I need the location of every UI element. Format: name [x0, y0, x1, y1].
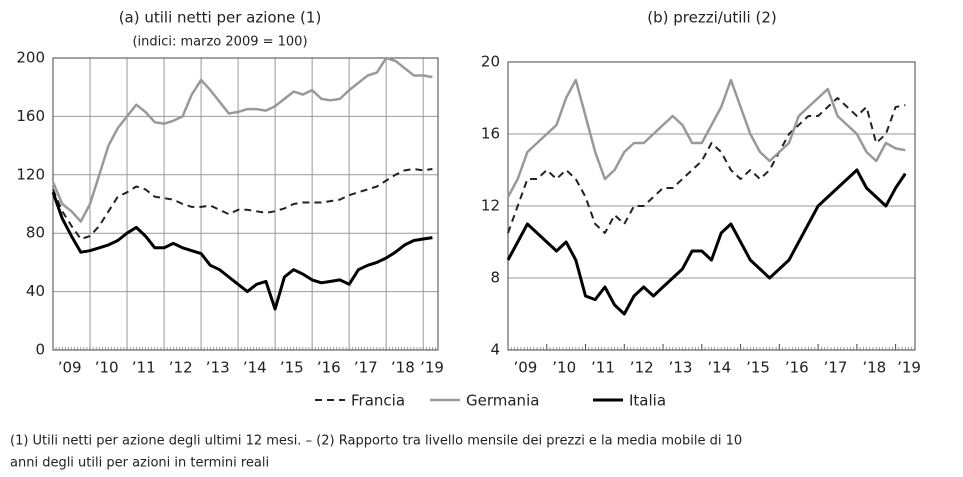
x-tick-label: ’10 — [552, 359, 576, 377]
footnote: anni degli utili per azioni in termini r… — [10, 456, 269, 471]
legend-label: Francia — [351, 392, 405, 410]
y-tick-label: 12 — [481, 197, 500, 215]
y-tick-label: 40 — [26, 282, 45, 300]
x-tick-label: ’13 — [669, 359, 693, 377]
x-tick-label: ’15 — [746, 359, 770, 377]
series-line — [51, 56, 433, 223]
x-tick-label: ’19 — [897, 359, 921, 377]
y-tick-label: 4 — [490, 341, 500, 359]
series-line — [52, 168, 433, 240]
x-tick-label: ’14 — [707, 359, 731, 377]
y-tick-label: 16 — [481, 125, 500, 143]
series-line — [507, 97, 906, 234]
x-tick-label: ’09 — [514, 359, 538, 377]
chart-title: (a) utili netti per azione (1) — [119, 9, 322, 27]
x-tick-label: ’19 — [420, 359, 444, 377]
y-tick-label: 8 — [490, 269, 500, 287]
x-tick-label: ’11 — [132, 359, 156, 377]
y-tick-label: 80 — [26, 224, 45, 242]
x-tick-label: ’10 — [95, 359, 119, 377]
y-tick-label: 120 — [16, 165, 45, 183]
x-tick-label: ’09 — [58, 359, 82, 377]
x-tick-label: ’14 — [243, 359, 267, 377]
series-line — [506, 78, 906, 198]
y-tick-label: 160 — [16, 107, 45, 125]
x-tick-label: ’15 — [280, 359, 304, 377]
chart-subtitle: (indici: marzo 2009 = 100) — [132, 35, 307, 50]
chart-title: (b) prezzi/utili (2) — [647, 9, 776, 27]
y-tick-label: 20 — [481, 53, 500, 71]
plot-frame — [507, 61, 916, 351]
y-tick-label: 0 — [35, 341, 45, 359]
x-tick-label: ’18 — [391, 359, 415, 377]
legend-label: Italia — [629, 392, 666, 410]
x-tick-label: ’18 — [862, 359, 886, 377]
y-tick-label: 200 — [16, 49, 45, 67]
series-line — [51, 191, 433, 311]
x-tick-label: ’12 — [169, 359, 193, 377]
series-line — [506, 168, 907, 316]
x-tick-label: ’16 — [785, 359, 809, 377]
x-tick-label: ’16 — [317, 359, 341, 377]
x-tick-label: ’11 — [591, 359, 615, 377]
footnote: (1) Utili netti per azione degli ultimi … — [10, 434, 742, 449]
x-tick-label: ’13 — [206, 359, 230, 377]
legend-label: Germania — [466, 392, 539, 410]
x-tick-label: ’17 — [354, 359, 378, 377]
plot-frame — [52, 57, 439, 351]
x-tick-label: ’12 — [630, 359, 654, 377]
x-tick-label: ’17 — [824, 359, 848, 377]
